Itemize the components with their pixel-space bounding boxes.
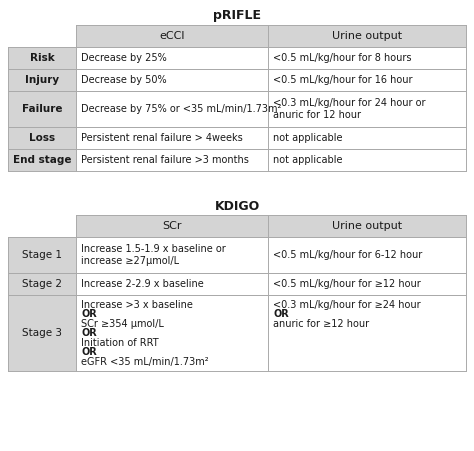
Text: Increase 1.5-1.9 x baseline or
increase ≥27μmol/L: Increase 1.5-1.9 x baseline or increase … [81,244,226,267]
Text: Persistent renal failure > 4weeks: Persistent renal failure > 4weeks [81,133,243,143]
Text: not applicable: not applicable [273,155,343,165]
Bar [76,91,466,127]
Text: Injury: Injury [25,75,59,85]
Text: Decrease by 25%: Decrease by 25% [81,53,167,63]
Text: OR: OR [81,309,97,319]
Bar [76,237,466,273]
Text: Stage 2: Stage 2 [22,279,62,289]
Text: OR: OR [81,347,97,357]
Text: not applicable: not applicable [273,133,343,143]
Text: <0.5 mL/kg/hour for 8 hours: <0.5 mL/kg/hour for 8 hours [273,53,411,63]
Text: eGFR <35 mL/min/1.73m²: eGFR <35 mL/min/1.73m² [81,357,209,367]
Bar [8,273,76,295]
Text: Urine output: Urine output [332,221,402,231]
Text: OR: OR [81,328,97,338]
Bar [76,127,466,149]
Text: Increase 2-2.9 x baseline: Increase 2-2.9 x baseline [81,279,204,289]
Text: Decrease by 75% or <35 mL/min/1.73m²: Decrease by 75% or <35 mL/min/1.73m² [81,104,282,114]
Text: End stage: End stage [13,155,71,165]
Text: Initiation of RRT: Initiation of RRT [81,338,159,348]
Bar [76,25,466,47]
Bar [8,149,76,171]
Text: Stage 3: Stage 3 [22,328,62,338]
Bar [8,47,76,69]
Text: anuric for ≥12 hour: anuric for ≥12 hour [273,319,369,329]
Text: Loss: Loss [29,133,55,143]
Text: Decrease by 50%: Decrease by 50% [81,75,167,85]
Text: Stage 1: Stage 1 [22,250,62,260]
Text: pRIFLE: pRIFLE [213,9,261,23]
Text: Increase >3 x baseline: Increase >3 x baseline [81,300,193,310]
Bar [76,295,466,371]
Bar [76,47,466,69]
Bar [8,91,76,127]
Bar [76,149,466,171]
Bar [8,295,76,371]
Text: Risk: Risk [29,53,55,63]
Text: Urine output: Urine output [332,31,402,41]
Bar [76,69,466,91]
Text: KDIGO: KDIGO [214,199,260,212]
Text: <0.3 mL/kg/hour for 24 hour or
anuric for 12 hour: <0.3 mL/kg/hour for 24 hour or anuric fo… [273,97,426,120]
Text: <0.5 mL/kg/hour for 16 hour: <0.5 mL/kg/hour for 16 hour [273,75,412,85]
Bar [76,215,466,237]
Bar [8,237,76,273]
Bar [8,127,76,149]
Text: OR: OR [273,309,289,319]
Text: Persistent renal failure >3 months: Persistent renal failure >3 months [81,155,249,165]
Bar [8,69,76,91]
Text: SCr ≥354 μmol/L: SCr ≥354 μmol/L [81,319,164,329]
Text: Failure: Failure [22,104,62,114]
Text: <0.3 mL/kg/hour for ≥24 hour: <0.3 mL/kg/hour for ≥24 hour [273,300,420,310]
Text: eCCl: eCCl [159,31,185,41]
Text: SCr: SCr [162,221,182,231]
Bar [76,273,466,295]
Text: <0.5 mL/kg/hour for 6-12 hour: <0.5 mL/kg/hour for 6-12 hour [273,250,422,260]
Text: <0.5 mL/kg/hour for ≥12 hour: <0.5 mL/kg/hour for ≥12 hour [273,279,421,289]
